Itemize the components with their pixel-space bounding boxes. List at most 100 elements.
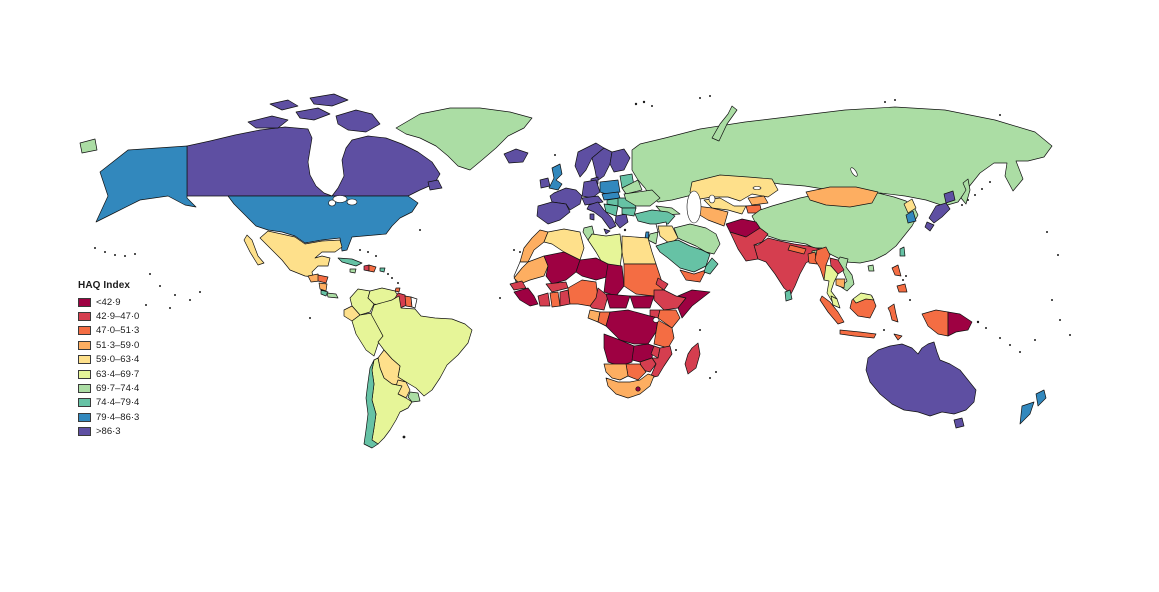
legend-swatch-5	[78, 369, 91, 379]
island-canadian-arctic-2	[295, 107, 331, 121]
country-jamaica	[349, 268, 357, 274]
lake-victoria	[652, 317, 660, 323]
lakes	[328, 167, 858, 323]
country-japan-hokkaido	[943, 190, 956, 204]
legend-row: <42·9	[78, 295, 139, 309]
country-united-kingdom	[548, 163, 563, 191]
legend-swatch-3	[78, 340, 91, 350]
country-madagascar	[684, 342, 701, 375]
country-south-africa	[605, 373, 655, 399]
region-south-asia	[725, 218, 821, 302]
legend-row: 79·4–86·3	[78, 410, 139, 424]
country-puerto-rico	[379, 267, 386, 273]
legend-row: 59·0–63·4	[78, 353, 139, 367]
island-canadian-arctic-3	[269, 99, 299, 111]
region-middle-east	[634, 205, 721, 283]
country-sri-lanka	[784, 289, 793, 302]
island-baffin	[335, 109, 381, 133]
country-mali	[543, 251, 581, 285]
legend-row: 63·4–69·7	[78, 367, 139, 381]
country-lesotho	[635, 386, 641, 392]
country-finland	[609, 148, 631, 173]
legend-row: 69·7–74·4	[78, 381, 139, 395]
country-brazil	[370, 295, 473, 397]
region-maritime-se-asia-oceania	[819, 264, 1047, 429]
island-nz-south	[1019, 401, 1035, 425]
legend-swatch-6	[78, 384, 91, 394]
country-jordan	[647, 231, 659, 245]
legend-label-8: 79·4–86·3	[96, 411, 140, 423]
aral-sea	[708, 194, 716, 204]
country-central-african-republic	[605, 293, 631, 309]
country-japan-kyushu	[924, 221, 935, 232]
country-taiwan	[899, 246, 906, 257]
legend-swatch-0	[78, 297, 91, 307]
small-islands	[94, 95, 1071, 439]
legend-row: >86·3	[78, 425, 139, 439]
country-niger	[575, 257, 611, 281]
country-chad	[603, 263, 625, 297]
country-pakistan	[729, 227, 769, 262]
region-east-asia	[751, 186, 956, 272]
island-tasmania	[953, 417, 965, 429]
legend-label-3: 51·3–59·0	[96, 339, 140, 351]
country-haiti	[363, 264, 370, 272]
country-laos	[829, 257, 845, 275]
legend-label-2: 47·0–51·3	[96, 325, 140, 337]
legend-title: HAQ Index	[78, 280, 131, 291]
legend-label-6: 69·7–74·4	[96, 383, 140, 395]
country-panama	[326, 292, 339, 299]
legend-label-7: 74·4–79·4	[96, 397, 140, 409]
country-nepal	[787, 244, 807, 255]
country-mexico-baja	[243, 234, 265, 266]
continent-south-america	[343, 287, 473, 449]
country-chile	[363, 359, 379, 449]
continent-europe	[503, 142, 661, 235]
country-mexico	[259, 230, 343, 278]
island-sicily	[603, 228, 611, 235]
country-malaysia-peninsula	[830, 295, 841, 309]
region-alaska-usa	[95, 145, 197, 223]
country-china-hainan	[867, 264, 875, 272]
country-saudi-arabia	[655, 239, 711, 273]
country-mongolia	[805, 186, 879, 208]
island-mindanao	[896, 283, 908, 293]
country-costa-rica	[320, 289, 329, 297]
legend-row: 47·0–51·3	[78, 324, 139, 338]
country-norway	[574, 142, 605, 178]
island-canadian-arctic-1	[247, 115, 289, 129]
lake-baikal	[850, 167, 858, 177]
country-kenya	[657, 309, 681, 329]
island-sumatra	[819, 295, 845, 325]
region-guinea-sierra-leone-liberia	[513, 287, 539, 307]
region-spain-portugal	[536, 201, 571, 225]
country-france	[549, 187, 583, 211]
country-uruguay	[407, 391, 421, 403]
country-honduras	[317, 274, 329, 284]
region-french-guiana	[410, 296, 418, 309]
region-malaysia-borneo	[852, 292, 875, 304]
caspian-sea	[686, 190, 702, 224]
country-italy	[586, 201, 617, 230]
legend-swatch-1	[78, 312, 91, 322]
legend-swatch-9	[78, 427, 91, 437]
country-dr-congo	[605, 309, 659, 345]
country-cambodia	[835, 278, 846, 289]
great-lake-michigan	[328, 199, 336, 207]
legend-label-4: 59·0–63·4	[96, 354, 140, 366]
country-ireland	[539, 177, 551, 189]
legend-label-5: 63·4–69·7	[96, 368, 140, 380]
map-legend: HAQ Index <42·9 42·9–47·0 47·0–51·3 51·3…	[78, 280, 139, 439]
country-bulgaria	[621, 207, 637, 217]
country-cuba	[337, 257, 363, 267]
country-dominican-republic	[368, 264, 377, 273]
country-greece	[614, 213, 629, 229]
legend-swatch-2	[78, 326, 91, 336]
region-southeast-asia	[814, 246, 855, 309]
legend-row: 42·9–47·0	[78, 309, 139, 323]
legend-swatch-7	[78, 398, 91, 408]
country-kyrgyzstan	[747, 195, 769, 206]
legend-label-9: >86·3	[96, 426, 121, 438]
country-mozambique	[649, 345, 673, 379]
